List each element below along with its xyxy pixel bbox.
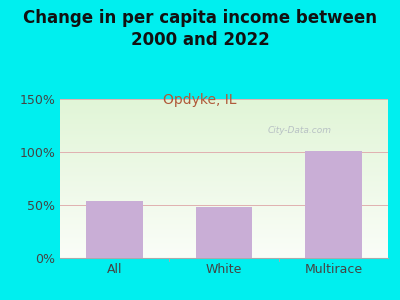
Bar — [305, 151, 362, 258]
Text: Change in per capita income between
2000 and 2022: Change in per capita income between 2000… — [23, 9, 377, 49]
Bar — [86, 201, 143, 258]
Text: Opdyke, IL: Opdyke, IL — [163, 93, 237, 107]
Bar — [196, 207, 252, 258]
Text: City-Data.com: City-Data.com — [268, 126, 332, 135]
